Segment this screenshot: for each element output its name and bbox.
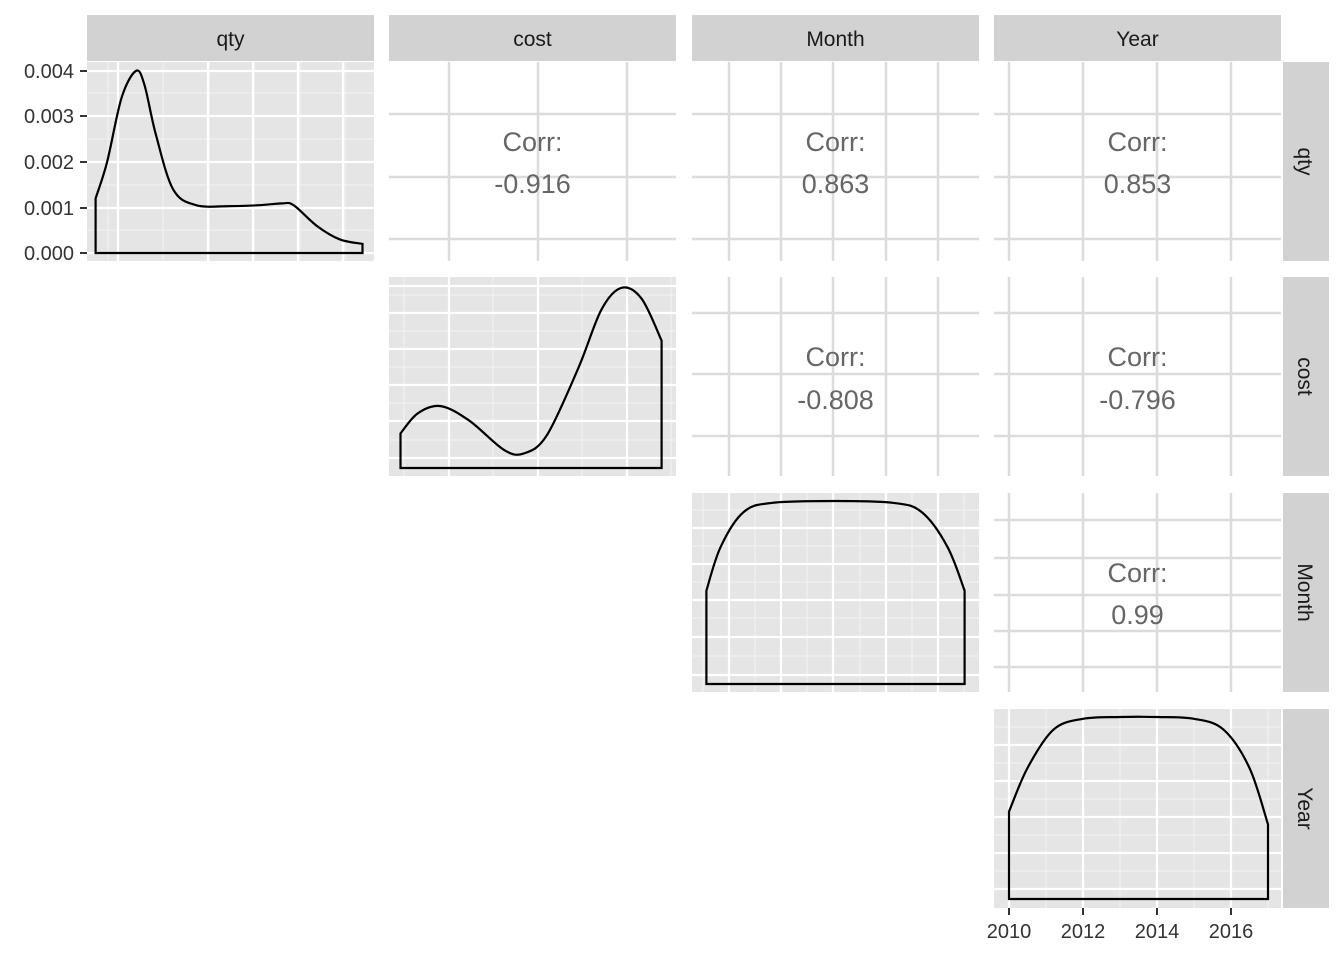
row-strip-qty-bg (1283, 62, 1329, 261)
row-strip-year-label: Year (1293, 787, 1316, 829)
y-tick-label: 0.000 (24, 243, 74, 265)
strip-qty-label: qty (216, 28, 245, 51)
corr-value: -0.808 (797, 385, 874, 415)
x-tick-label: 2016 (1209, 921, 1254, 943)
corr-label: Corr: (1108, 558, 1168, 588)
corr-panel-qty-month: Corr: 0.863 (692, 62, 979, 261)
corr-value: -0.916 (494, 169, 571, 199)
corr-label: Corr: (1108, 342, 1168, 372)
row-strips: qty cost Month Year (1283, 62, 1329, 908)
corr-panel-qty-cost: Corr: -0.916 (389, 62, 676, 261)
density-curve-cost (399, 286, 663, 470)
corr-panel-qty-year: Corr: 0.853 (994, 62, 1281, 261)
row-strip-cost-label: cost (1293, 357, 1316, 396)
y-tick-label: 0.001 (24, 198, 74, 220)
corr-label: Corr: (1108, 127, 1168, 157)
x-tick-label: 2012 (1061, 921, 1106, 943)
row-strip-month-label: Month (1293, 563, 1316, 621)
row-strip-qty-label: qty (1293, 147, 1316, 176)
corr-label: Corr: (806, 342, 866, 372)
strip-month-label: Month (806, 28, 864, 51)
corr-value: 0.863 (802, 169, 870, 199)
density-curve-month (705, 499, 966, 686)
corr-label: Corr: (503, 127, 563, 157)
y-tick-label: 0.003 (24, 106, 74, 128)
corr-value: -0.796 (1099, 385, 1176, 415)
x-tick-label: 2014 (1135, 921, 1180, 943)
strip-month-bg (692, 15, 979, 61)
row-strip-year-bg (1283, 709, 1329, 908)
row-strip-month-bg (1283, 493, 1329, 692)
corr-panel-month-year: Corr: 0.99 (994, 493, 1281, 692)
row-strip-cost-bg (1283, 277, 1329, 476)
strip-cost-label: cost (513, 28, 552, 51)
year-x-axis: 2010 2012 2014 2016 (987, 908, 1254, 943)
density-panel-month (692, 493, 979, 692)
corr-panel-cost-year: Corr: -0.796 (994, 277, 1281, 476)
strip-qty-bg (87, 15, 374, 61)
corr-panel-cost-month: Corr: -0.808 (692, 277, 979, 476)
density-curve-year (1007, 715, 1270, 901)
strip-year-bg (994, 15, 1281, 61)
strip-cost-bg (389, 15, 676, 61)
column-strips: qty cost Month Year (87, 15, 1281, 61)
density-curve-qty (94, 69, 364, 255)
strip-year-label: Year (1116, 28, 1158, 51)
density-panel-cost (389, 277, 676, 476)
x-tick-label: 2010 (987, 921, 1032, 943)
density-panel-qty (87, 62, 374, 261)
corr-label: Corr: (806, 127, 866, 157)
corr-value: 0.853 (1104, 169, 1172, 199)
y-tick-label: 0.004 (24, 61, 74, 83)
corr-value: 0.99 (1111, 600, 1164, 630)
y-tick-label: 0.002 (24, 152, 74, 174)
density-panel-year (994, 709, 1281, 908)
qty-y-axis: 0.004 0.003 0.002 0.001 0.000 (24, 61, 87, 265)
